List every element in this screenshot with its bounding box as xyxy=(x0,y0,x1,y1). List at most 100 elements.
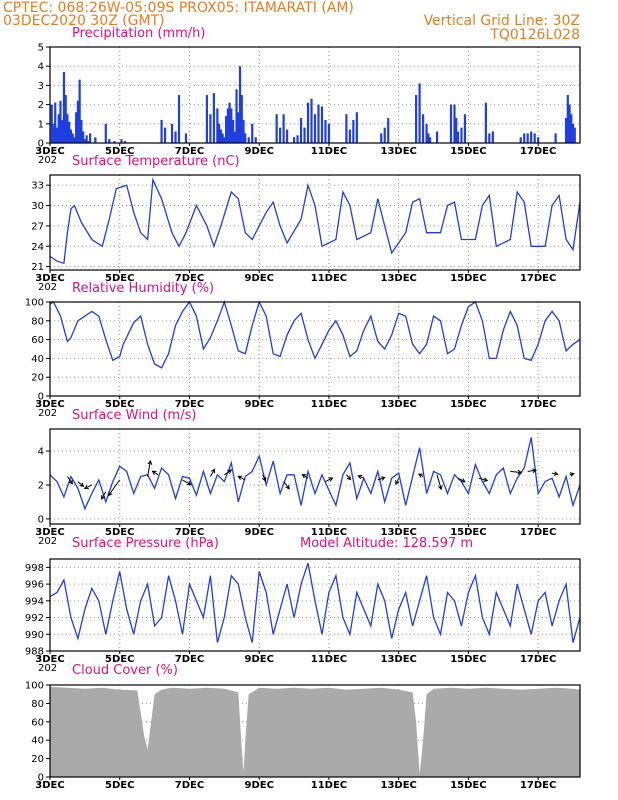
precip-bar xyxy=(320,106,324,143)
precip-bar xyxy=(235,89,238,143)
x-tick-label: 7DEC xyxy=(175,273,204,284)
precip-bar xyxy=(219,129,222,143)
x-tick-label: 7DEC xyxy=(175,780,204,791)
y-tick-label: 20 xyxy=(31,373,44,384)
header-grid-line: Vertical Grid Line: 30Z xyxy=(424,13,580,29)
y-tick-label: 0 xyxy=(38,139,44,150)
wind-arrow xyxy=(457,477,466,483)
wind-arrow xyxy=(325,477,333,483)
precip-bar xyxy=(54,102,57,143)
wind-arrow xyxy=(84,484,93,490)
x-tick-label: 7DEC xyxy=(175,399,204,410)
wind-arrow-head xyxy=(438,485,443,491)
precip-bar xyxy=(228,102,231,143)
panel-title: Cloud Cover (%) xyxy=(72,663,178,678)
precip-bar xyxy=(387,118,390,143)
precip-bar xyxy=(286,129,289,143)
precip-bar xyxy=(428,137,432,143)
wind-arrow-head xyxy=(569,472,575,477)
precip-bar xyxy=(324,119,327,143)
precip-bar xyxy=(50,104,53,143)
precip-bar xyxy=(526,133,529,143)
x-tick-label: 13DEC xyxy=(380,146,416,157)
x-tick-label: 9DEC xyxy=(244,273,273,284)
y-tick-label: 3 xyxy=(38,81,44,92)
x-tick-label: 11DEC xyxy=(311,527,347,538)
x-tick-label: 13DEC xyxy=(380,399,416,410)
precip-bar xyxy=(530,131,533,143)
precip-bar xyxy=(352,119,355,143)
precip-bar xyxy=(421,114,425,143)
panel-frame xyxy=(49,174,581,271)
wind-arrow-head xyxy=(107,491,113,497)
y-tick-label: 21 xyxy=(31,262,44,273)
x-tick-label: 11DEC xyxy=(311,780,347,791)
precip-bar xyxy=(463,114,467,143)
x-tick-label: 7DEC xyxy=(175,654,204,665)
y-tick-label: 0 xyxy=(38,392,44,403)
precip-bar xyxy=(83,139,86,143)
precip-bar xyxy=(573,127,576,143)
precip-bar xyxy=(564,118,568,143)
precip-bar xyxy=(221,133,224,143)
x-tick-label: 9DEC xyxy=(244,780,273,791)
precip-bar xyxy=(242,119,245,143)
panel-precip: Precipitation (mm/h) 0 1 2 3 4 5 3DEC 5DEC 7DEC 9D… xyxy=(35,26,581,166)
precip-bar xyxy=(418,83,421,143)
wind-arrow-head xyxy=(380,476,386,481)
y-tick-label: 80 xyxy=(31,699,44,710)
precip-bar xyxy=(163,127,167,143)
panel-frame xyxy=(49,428,581,525)
precip-bar xyxy=(345,114,348,143)
x-tick-label: 3DEC xyxy=(35,780,64,791)
x-tick-label: 5DEC xyxy=(105,780,134,791)
wind-arrow xyxy=(238,475,246,481)
precip-bar xyxy=(303,127,306,143)
precip-bar xyxy=(230,108,233,143)
x-tick-label: 5DEC xyxy=(105,527,134,538)
wind-arrow xyxy=(527,469,537,472)
x-tick-label: 15DEC xyxy=(450,146,486,157)
wind-arrow xyxy=(224,469,232,476)
y-tick-label: 30 xyxy=(31,201,44,212)
wind-arrow xyxy=(377,477,385,481)
wind-arrow-head xyxy=(553,471,559,476)
precip-bar xyxy=(69,129,73,143)
y-tick-label: 40 xyxy=(31,354,44,365)
x-tick-label: 15DEC xyxy=(450,527,486,538)
precip-bar xyxy=(455,118,458,143)
y-tick-label: 998 xyxy=(25,563,44,574)
header-station: CPTEC: 068:26W-05:09S PROX05: ITAMARATI … xyxy=(3,0,354,16)
precip-bar xyxy=(123,141,127,143)
precip-bar xyxy=(224,116,228,143)
wind-arrow xyxy=(478,477,488,482)
precip-bar xyxy=(87,141,90,143)
precip-bar xyxy=(231,119,235,143)
precip-bar xyxy=(292,137,296,143)
panel-title: Relative Humidity (%) xyxy=(72,281,214,296)
precip-bar xyxy=(380,133,383,143)
wind-arrow-head xyxy=(532,468,538,474)
wind-arrow-head xyxy=(517,469,523,475)
wind-arrow-head xyxy=(151,470,157,475)
panel-frame xyxy=(49,558,581,652)
x-tick-label: 5DEC xyxy=(105,654,134,665)
precip-bar xyxy=(88,133,92,143)
precip-bar xyxy=(184,133,188,143)
y-tick-label: 40 xyxy=(31,736,44,747)
precip-bar xyxy=(82,131,85,143)
precip-bar xyxy=(299,118,303,143)
wind-arrow-head xyxy=(210,468,216,474)
precip-bar xyxy=(282,114,285,143)
x-tick-label: 17DEC xyxy=(520,146,556,157)
precip-bar xyxy=(73,137,76,143)
wind-arrow xyxy=(182,479,192,486)
y-tick-label: 80 xyxy=(31,316,44,327)
wind-arrow-head xyxy=(301,474,307,479)
x-tick-label: 15DEC xyxy=(450,654,486,665)
wind-arrow xyxy=(302,474,309,479)
precip-bar xyxy=(238,66,242,143)
x-tick-label: 17DEC xyxy=(520,780,556,791)
precip-bar xyxy=(484,102,487,143)
